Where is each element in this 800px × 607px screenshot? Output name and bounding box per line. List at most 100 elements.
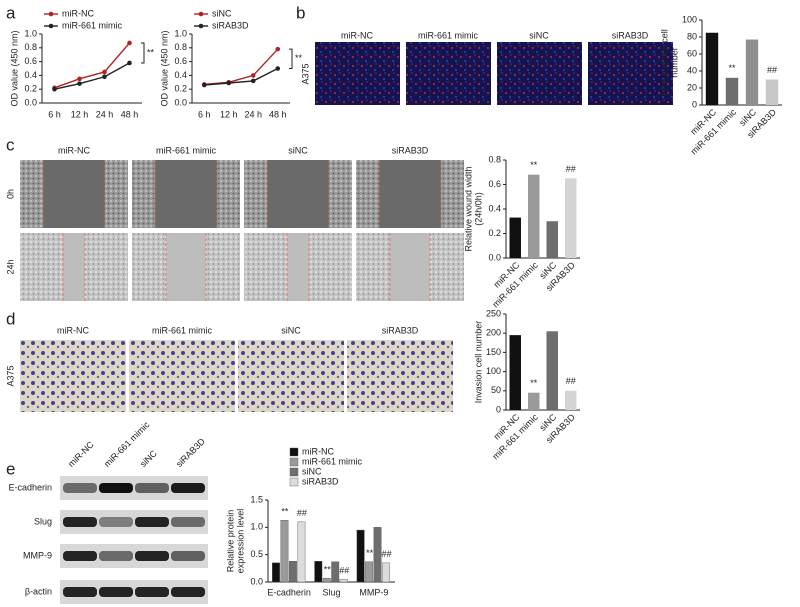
series-line bbox=[54, 62, 130, 90]
column-label: siRAB3D bbox=[612, 30, 649, 40]
y-tick-label: 80 bbox=[687, 31, 697, 41]
wound-gap bbox=[267, 160, 329, 228]
invasion-image bbox=[20, 340, 126, 412]
bar bbox=[528, 174, 540, 258]
annotation: ** bbox=[366, 548, 374, 558]
legend-label: miR-NC bbox=[62, 8, 94, 18]
blot-band bbox=[99, 517, 133, 527]
significance-bracket bbox=[289, 48, 293, 69]
legend-label: siNC bbox=[302, 466, 322, 476]
panel-letter: d bbox=[6, 309, 15, 328]
blot-band bbox=[99, 587, 133, 597]
legend-label: miR-661 mimic bbox=[302, 456, 363, 466]
y-axis-label: (24h/0h) bbox=[473, 192, 483, 226]
legend-swatch bbox=[289, 457, 299, 467]
y-tick-label: 0.6 bbox=[24, 56, 37, 66]
annotation: ** bbox=[530, 378, 538, 388]
legend-label: miR-NC bbox=[302, 446, 334, 456]
column-label: miR-661 mimic bbox=[418, 30, 479, 40]
point bbox=[127, 60, 132, 66]
invasion-image bbox=[129, 340, 235, 412]
blot-band bbox=[135, 483, 169, 493]
column-label: miR-661 mimic bbox=[152, 325, 213, 335]
protein-label: E-cadherin bbox=[8, 482, 52, 492]
point bbox=[52, 86, 57, 92]
column-label: siNC bbox=[288, 145, 308, 155]
x-tick-label: E-cadherin bbox=[267, 587, 311, 597]
row-label: 24h bbox=[5, 259, 15, 274]
blot-band bbox=[135, 517, 169, 527]
annotation: ## bbox=[382, 549, 392, 559]
annotation: ** bbox=[281, 507, 289, 517]
blot-band bbox=[63, 483, 97, 493]
x-tick-label: 6 h bbox=[48, 109, 61, 119]
legend-marker bbox=[198, 11, 204, 17]
protein-label: β-actin bbox=[25, 586, 52, 596]
blot-band bbox=[171, 517, 205, 527]
invasion-image bbox=[238, 340, 344, 412]
bar bbox=[745, 39, 759, 105]
x-tick-label: 12 h bbox=[220, 109, 238, 119]
column-label: miR-661 mimic bbox=[156, 145, 217, 155]
y-tick-label: 0.0 bbox=[488, 252, 501, 262]
y-axis-label: OD value (450 nm) bbox=[9, 30, 19, 106]
y-tick-label: 0.4 bbox=[488, 203, 501, 213]
y-tick-label: 0.2 bbox=[488, 228, 501, 238]
point bbox=[127, 40, 132, 46]
wound-gap bbox=[390, 233, 430, 301]
bar bbox=[528, 392, 540, 410]
y-tick-label: 40 bbox=[687, 65, 697, 75]
panel-letter: e bbox=[6, 459, 15, 478]
wound-gap bbox=[155, 160, 217, 228]
x-tick-label: 48 h bbox=[121, 109, 139, 119]
protein-label: Slug bbox=[34, 516, 52, 526]
y-tick-label: 0.2 bbox=[24, 84, 37, 94]
x-tick-label: 12 h bbox=[71, 109, 89, 119]
bar bbox=[314, 561, 323, 583]
point bbox=[275, 66, 281, 71]
column-label: siNC bbox=[281, 325, 301, 335]
bar bbox=[565, 390, 577, 410]
y-axis-label: EdU positive cell bbox=[659, 29, 669, 96]
point bbox=[102, 74, 107, 80]
y-tick-label: 0.0 bbox=[24, 97, 37, 107]
y-tick-label: 100 bbox=[682, 14, 697, 24]
annotation: ** bbox=[324, 565, 332, 575]
bar bbox=[331, 561, 340, 583]
legend-marker bbox=[48, 23, 54, 29]
bar bbox=[373, 527, 382, 583]
y-tick-label: 0 bbox=[496, 404, 501, 414]
micrograph bbox=[497, 42, 582, 105]
bar bbox=[297, 521, 306, 583]
panel-letter: b bbox=[296, 3, 305, 22]
y-tick-label: 0.6 bbox=[488, 179, 501, 189]
column-label: miR-NC bbox=[57, 325, 89, 335]
wound-gap bbox=[287, 233, 309, 301]
micrograph bbox=[315, 42, 400, 105]
y-tick-label: 0.5 bbox=[250, 549, 263, 559]
bar bbox=[509, 335, 521, 410]
wound-gap bbox=[63, 233, 85, 301]
y-tick-label: 1.0 bbox=[250, 522, 263, 532]
y-axis-label: OD value (450 nm) bbox=[159, 30, 169, 106]
panel-letter: c bbox=[6, 135, 15, 154]
y-tick-label: 0.6 bbox=[174, 56, 187, 66]
annotation: ## bbox=[339, 566, 349, 576]
blot-band bbox=[99, 483, 133, 493]
y-tick-label: 0 bbox=[692, 99, 697, 109]
y-axis-label: Relative protein bbox=[225, 510, 235, 573]
y-axis-label: Invasion cell number bbox=[473, 321, 483, 404]
legend-label: siNC bbox=[212, 8, 232, 18]
y-tick-label: 60 bbox=[687, 48, 697, 58]
annotation: ## bbox=[297, 508, 307, 518]
cell-line-label: A375 bbox=[300, 63, 310, 84]
x-tick-label: Slug bbox=[322, 587, 340, 597]
legend-swatch bbox=[289, 477, 299, 487]
point bbox=[226, 80, 232, 86]
annotation: ## bbox=[566, 376, 576, 386]
annotation: ** bbox=[147, 47, 155, 57]
blot-band bbox=[63, 551, 97, 561]
y-tick-label: 20 bbox=[687, 82, 697, 92]
bar bbox=[765, 79, 779, 105]
wound-gap bbox=[166, 233, 206, 301]
